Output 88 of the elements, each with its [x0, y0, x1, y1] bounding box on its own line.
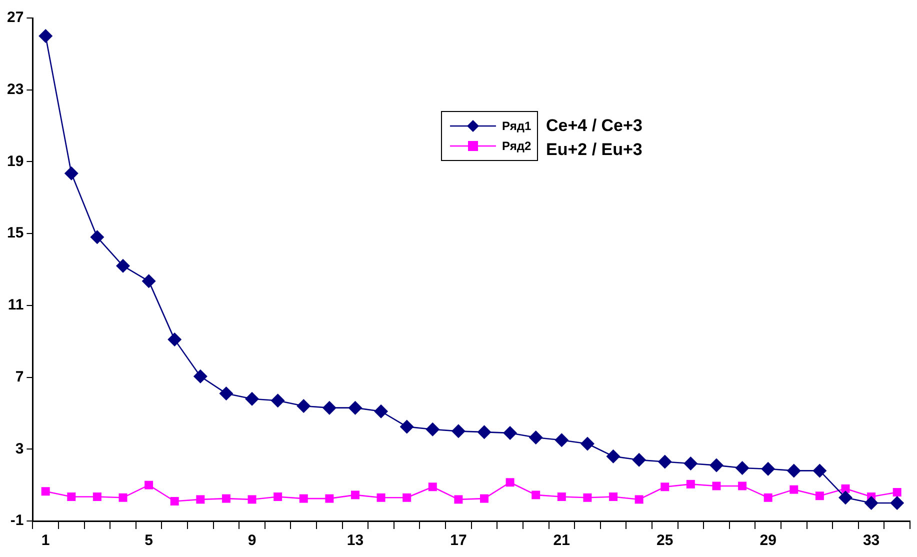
y-tick-label: 7 [15, 368, 24, 386]
point [402, 493, 412, 502]
point [583, 493, 592, 502]
x-tick-label: 33 [862, 532, 880, 550]
point [142, 274, 156, 288]
point [374, 404, 388, 418]
point [222, 494, 230, 503]
x-tick-label: 21 [553, 532, 570, 550]
point [325, 494, 334, 503]
point [712, 482, 721, 490]
point [709, 458, 724, 472]
point [296, 399, 311, 414]
x-tick-label: 9 [248, 532, 256, 550]
point [890, 496, 904, 510]
point [274, 492, 282, 501]
x-tick-label: 13 [346, 532, 364, 550]
point [606, 449, 620, 464]
point [376, 493, 386, 502]
point [892, 488, 902, 496]
point [38, 28, 53, 43]
point [400, 420, 414, 434]
x-tick-label: 1 [41, 532, 50, 550]
y-tick-label: 3 [15, 440, 24, 458]
point [248, 495, 256, 504]
legend-label: Ряд1 [502, 119, 532, 133]
point [193, 369, 208, 384]
point [554, 433, 569, 448]
point [503, 426, 518, 440]
point [761, 462, 776, 476]
y-tick-label: 27 [6, 9, 24, 26]
point [299, 494, 308, 503]
y-tick-label: 23 [6, 81, 24, 98]
point [864, 496, 878, 510]
point [118, 493, 128, 502]
point [350, 490, 360, 500]
point [632, 452, 646, 467]
point [64, 166, 78, 180]
point [686, 480, 695, 488]
point [738, 482, 747, 490]
point [658, 454, 672, 469]
point [580, 436, 594, 451]
point [196, 495, 205, 504]
point [557, 492, 566, 501]
point [477, 425, 492, 440]
point [426, 422, 440, 436]
point [270, 394, 285, 408]
point [790, 485, 798, 494]
point [634, 495, 644, 504]
point [786, 464, 801, 478]
point [90, 230, 104, 244]
point [41, 487, 50, 496]
point [735, 461, 750, 476]
x-tick-label: 29 [760, 532, 776, 550]
point [116, 258, 130, 273]
point [245, 392, 260, 406]
x-tick-label: 25 [656, 532, 674, 550]
annotation: Eu+2 / Eu+3 [546, 139, 642, 161]
x-tick-label: 5 [144, 532, 153, 550]
point [67, 492, 76, 501]
point [532, 490, 540, 500]
point [480, 494, 488, 503]
point [764, 493, 772, 502]
point [841, 484, 850, 493]
point [219, 386, 234, 400]
y-tick-label: 11 [8, 296, 24, 314]
point [838, 490, 852, 505]
y-tick-label: 19 [6, 152, 24, 170]
point [322, 400, 336, 415]
annotation: Ce+4 / Ce+3 [546, 115, 642, 137]
point [170, 496, 179, 506]
y-tick-label: 15 [6, 224, 24, 242]
legend-label: Ряд2 [502, 139, 532, 153]
point [684, 456, 698, 471]
y-tick-label: -1 [10, 512, 24, 530]
point [454, 495, 463, 504]
point [144, 480, 154, 490]
point [609, 492, 618, 501]
point [528, 430, 543, 444]
point [168, 332, 182, 347]
point [815, 492, 824, 500]
point [506, 478, 514, 487]
point [660, 482, 670, 492]
point [451, 424, 466, 438]
point [428, 482, 437, 492]
x-tick-label: 17 [450, 532, 467, 550]
point [348, 400, 362, 415]
point [92, 492, 102, 501]
point [812, 464, 827, 478]
